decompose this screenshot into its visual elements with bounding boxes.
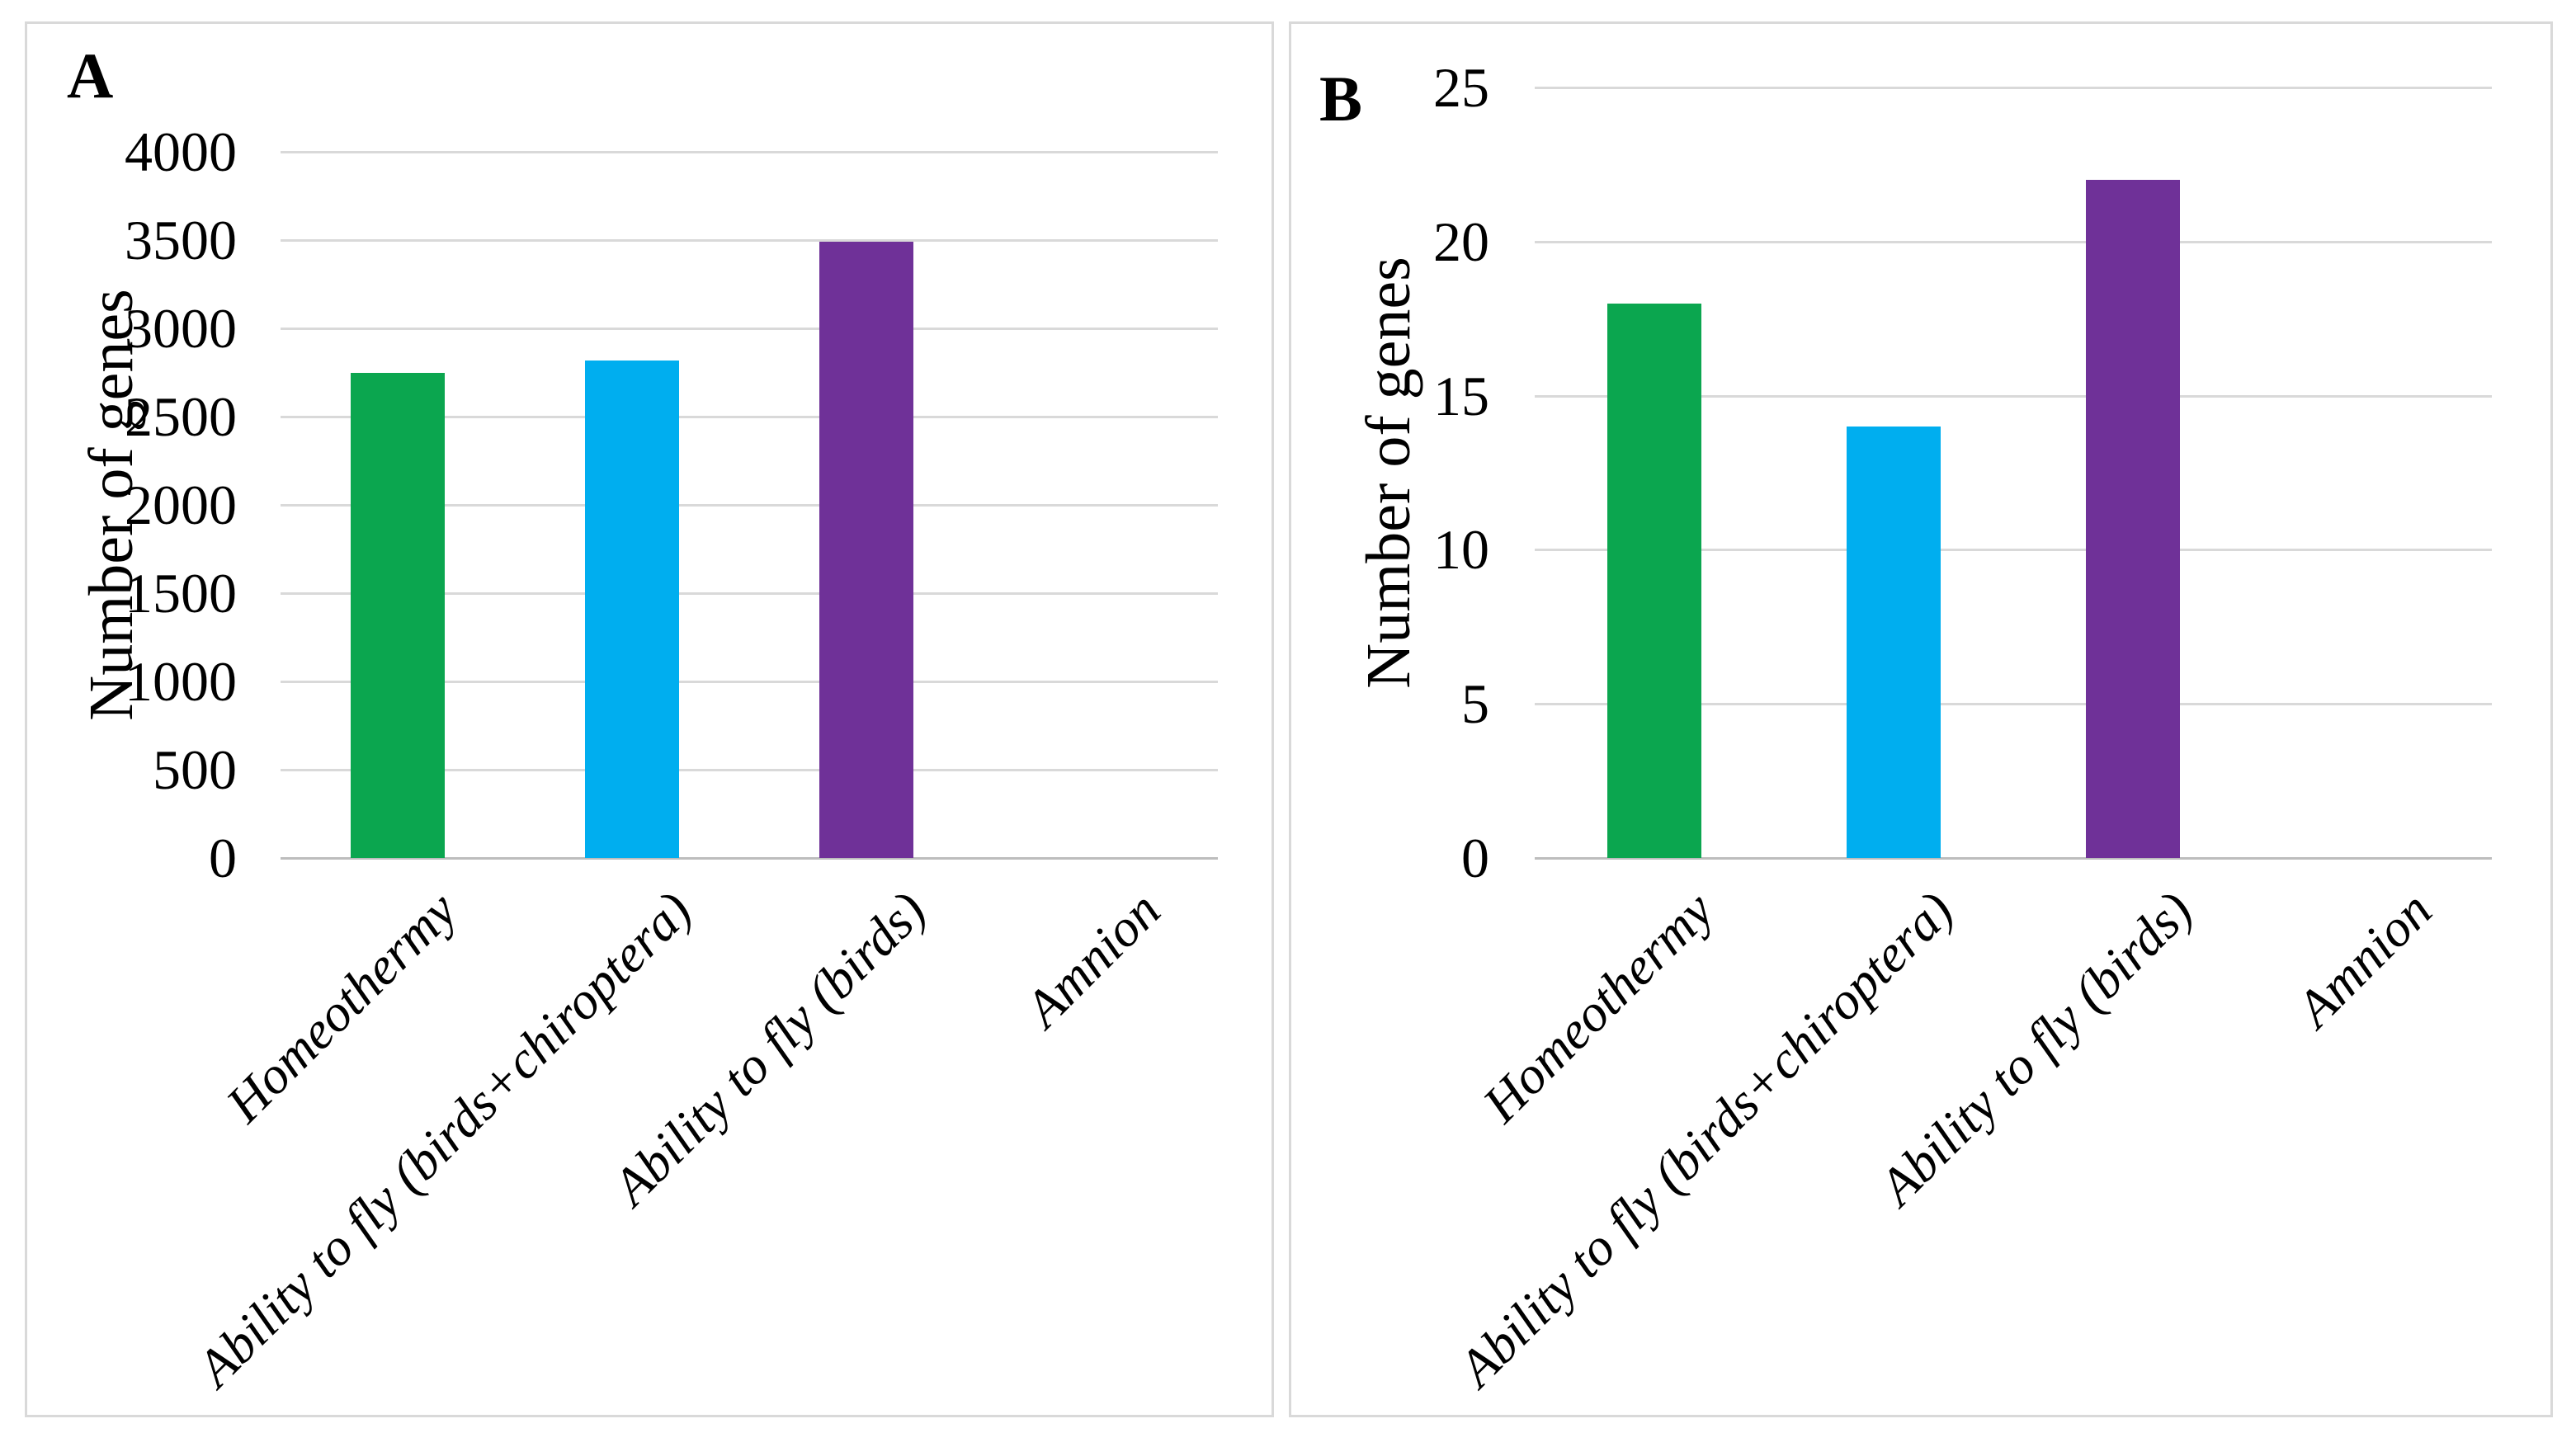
y-tick-label: 2000	[125, 474, 237, 536]
bar-ability-to-fly-birds	[2086, 180, 2180, 858]
bar-homeothermy	[1607, 303, 1701, 858]
y-tick-label: 3500	[125, 209, 237, 271]
gridline	[1535, 549, 2492, 552]
category-label-amnion: Amnion	[2285, 880, 2443, 1039]
panel-b: B Number of genes 0 5 10 15 20 25 Homeothermy A…	[1289, 21, 2553, 1417]
y-tick-label: 1000	[125, 650, 237, 713]
y-tick-label: 15	[1433, 364, 1489, 427]
category-label-homeothermy: Homeothermy	[215, 880, 469, 1134]
category-label-ability-to-fly-birds-chiroptera: Ability to fly (birds+chiroptera)	[185, 880, 703, 1398]
category-label-homeothermy: Homeothermy	[1471, 880, 1725, 1134]
y-tick-label: 0	[1461, 827, 1489, 889]
panel-a-label: A	[67, 40, 115, 111]
category-label-amnion: Amnion	[1013, 880, 1172, 1039]
y-tick-label: 0	[209, 827, 237, 889]
panel-a: A Number of genes 0 500 1000 1500 2000 2500 30…	[25, 21, 1274, 1417]
panel-b-label: B	[1319, 63, 1364, 134]
y-tick-label: 10	[1433, 518, 1489, 582]
category-label-ability-to-fly-birds-chiroptera: Ability to fly (birds+chiroptera)	[1446, 880, 1965, 1398]
x-axis-line	[281, 857, 1218, 860]
bar-homeothermy	[351, 372, 445, 858]
y-tick-label: 5	[1461, 672, 1489, 736]
y-tick-label: 2500	[125, 385, 237, 448]
bar-ability-to-fly-birds-chiroptera	[1847, 426, 1941, 858]
gridline	[1535, 703, 2492, 706]
x-axis-line	[1535, 857, 2492, 860]
gridline	[281, 592, 1218, 595]
bar-ability-to-fly-birds-chiroptera	[585, 360, 679, 858]
gridline	[281, 239, 1218, 242]
gridline	[1535, 240, 2492, 243]
y-tick-label: 4000	[125, 120, 237, 183]
gridline	[281, 504, 1218, 507]
y-tick-label: 25	[1433, 56, 1489, 119]
gridline	[1535, 87, 2492, 89]
gridline	[281, 681, 1218, 683]
y-tick-label: 1500	[125, 562, 237, 625]
gridline	[281, 416, 1218, 418]
y-tick-label: 500	[153, 738, 237, 801]
gridline	[281, 769, 1218, 771]
panel-b-y-axis-title: Number of genes	[1354, 257, 1423, 689]
gridline	[1535, 394, 2492, 398]
bar-ability-to-fly-birds	[819, 242, 913, 858]
y-tick-label: 20	[1433, 210, 1489, 273]
y-tick-label: 3000	[125, 297, 237, 360]
gridline	[281, 151, 1218, 153]
gridline	[281, 328, 1218, 330]
